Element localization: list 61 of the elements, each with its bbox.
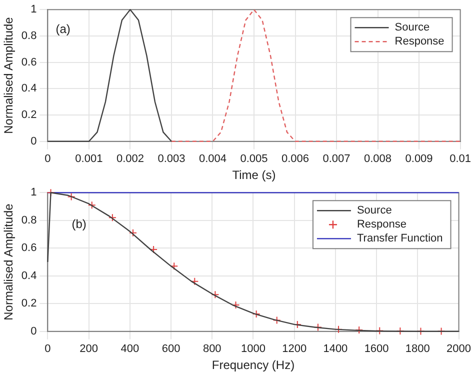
y-axis-title: Normalised Amplitude [2, 16, 16, 134]
x-tick-label: 0.003 [158, 153, 186, 166]
x-tick-label: 1600 [364, 343, 389, 356]
y-tick-label: 0 [30, 325, 37, 338]
x-tick-label: 0.006 [281, 153, 310, 166]
x-tick-label: 0.005 [240, 153, 268, 166]
legend-label: Source [356, 204, 392, 217]
legend-label: Source [394, 22, 430, 34]
x-axis-title: Frequency (Hz) [212, 358, 295, 372]
x-tick-label: 0.008 [364, 153, 392, 166]
legend-label: Response [394, 36, 444, 48]
point [211, 290, 220, 299]
point [46, 188, 55, 197]
y-tick-label: 0.2 [21, 109, 37, 122]
y-tick-label: 0.2 [21, 298, 37, 310]
x-tick-label: 0.004 [198, 153, 226, 166]
x-tick-label: 0.009 [405, 153, 433, 166]
y-axis-title: Normalised Amplitude [2, 203, 16, 320]
point [150, 246, 158, 254]
point [355, 326, 364, 334]
point [376, 326, 384, 335]
x-axis-title: Time (s) [232, 168, 276, 182]
point [252, 310, 260, 318]
y-tick-label: 0.6 [21, 56, 37, 68]
x-tick-label: 0 [44, 153, 51, 166]
point [170, 262, 178, 270]
x-tick-label: 0.001 [75, 153, 103, 166]
y-tick-label: 1 [30, 4, 37, 16]
point [314, 323, 322, 332]
x-tick-label: 800 [202, 343, 222, 356]
annotation: (a) [56, 22, 70, 36]
line-series [170, 9, 461, 142]
legend-label: Transfer Function [356, 232, 443, 245]
point [67, 192, 76, 201]
x-tick-label: 0 [44, 343, 51, 356]
x-tick-label: 0.01 [450, 153, 472, 166]
x-tick-label: 400 [120, 343, 140, 356]
point [108, 214, 116, 222]
x-tick-label: 1000 [240, 343, 266, 356]
point [272, 316, 281, 324]
x-tick-label: 1800 [405, 343, 430, 356]
x-tick-label: 1200 [282, 343, 307, 356]
point [128, 228, 137, 237]
y-tick-label: 0.4 [21, 82, 37, 95]
x-tick-label: 2000 [446, 343, 472, 356]
y-tick-label: 1 [30, 186, 37, 199]
point [190, 277, 199, 286]
y-tick-label: 0.4 [21, 270, 37, 282]
legend-label: Response [356, 218, 407, 231]
y-tick-label: 0.8 [21, 214, 37, 226]
x-tick-label: 1400 [323, 343, 348, 356]
annotation: (b) [72, 216, 86, 231]
y-tick-label: 0.6 [21, 242, 37, 254]
x-tick-label: 200 [80, 343, 98, 356]
y-tick-label: 0 [30, 135, 37, 148]
point [232, 301, 240, 310]
point [88, 201, 96, 210]
x-tick-label: 0.007 [322, 153, 350, 166]
x-tick-label: 600 [162, 343, 180, 356]
x-tick-label: 0.002 [116, 153, 144, 166]
y-tick-label: 0.8 [21, 30, 37, 42]
